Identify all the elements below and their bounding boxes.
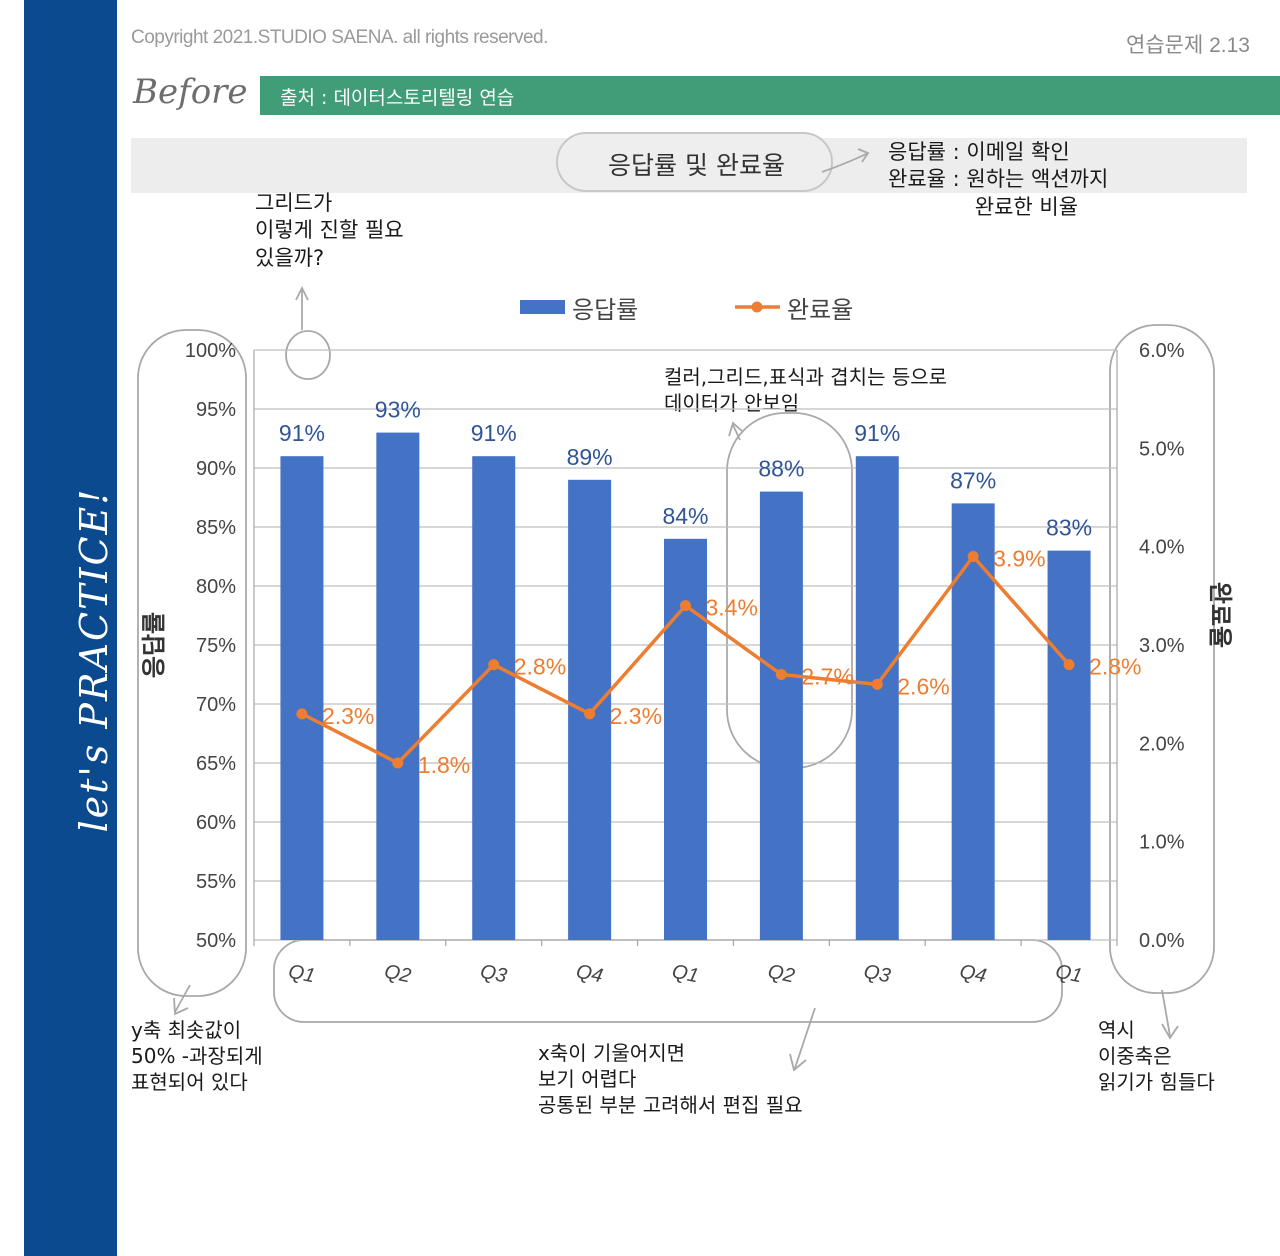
bar-value-label: 89% — [567, 444, 613, 470]
x-tick-labels: Q1 Q2 Q3 Q4 Q1 Q2 Q3 Q4 Q1 — [286, 960, 1084, 987]
line-data-labels: 2.3% 1.8% 2.8% 2.3% 3.4% 2.7% 2.6% 3.9% 2.8% — [322, 546, 1142, 779]
annotation-xaxis: x축이 기울어지면 보기 어렵다 공통된 부분 고려해서 편집 필요 — [538, 1041, 803, 1117]
y-tick-label-left: 100% — [185, 340, 236, 362]
legend-bar-swatch — [520, 300, 565, 314]
bar — [472, 456, 516, 940]
y-tick-label-right: 3.0% — [1139, 635, 1185, 657]
line-series — [296, 551, 1075, 769]
line-value-label: 2.6% — [897, 673, 949, 699]
y-tick-label-left: 90% — [196, 458, 236, 480]
line-point — [584, 708, 596, 720]
line-point — [775, 669, 787, 680]
line-point — [1063, 659, 1075, 671]
line-point — [680, 600, 691, 612]
x-tick-label: Q4 — [574, 960, 605, 987]
line-value-label: 3.4% — [706, 595, 758, 621]
y-tick-label-right: 4.0% — [1139, 537, 1185, 559]
left-axis-arrow — [173, 984, 191, 1016]
bar-value-label: 91% — [471, 420, 517, 446]
bar — [1047, 550, 1091, 940]
bar — [376, 432, 420, 940]
bar-value-label: 88% — [758, 456, 804, 482]
line-point — [488, 659, 500, 671]
y-tick-label-left: 50% — [196, 930, 236, 952]
x-tick-label: Q2 — [382, 960, 413, 987]
chart-title: 응답률 및 완료율 — [608, 151, 785, 180]
bar-value-label: 83% — [1046, 515, 1092, 541]
line-value-label: 2.3% — [610, 703, 662, 729]
y-tick-label-right: 6.0% — [1139, 340, 1185, 362]
x-axis-arrow — [789, 1007, 816, 1072]
line-value-label: 1.8% — [418, 752, 470, 778]
bar-value-label: 91% — [279, 420, 325, 446]
line-value-label: 2.7% — [801, 664, 853, 690]
legend-line-marker — [751, 301, 763, 313]
sidebar: let's PRACTICE! — [24, 0, 117, 1256]
bar-value-label: 87% — [950, 467, 996, 493]
bar — [664, 538, 707, 940]
x-tick-label: Q1 — [286, 960, 317, 987]
legend: 응답률 완료율 — [520, 297, 853, 324]
grid-arrow — [295, 285, 309, 330]
exercise-number: 연습문제 2.13 — [1126, 34, 1250, 57]
chart-title-arrow — [821, 148, 870, 173]
legend-line-label: 완료율 — [787, 297, 853, 324]
y-tick-label-left: 70% — [196, 694, 236, 716]
annotation-overlap: 컬러,그리드,표식과 겹치는 등으로 데이터가 안보임 — [664, 365, 948, 415]
line-point — [296, 708, 308, 720]
bar-series — [280, 432, 1091, 940]
x-tick-label: Q4 — [958, 960, 989, 987]
line-value-label: 3.9% — [993, 546, 1045, 572]
right-axis-arrow — [1161, 989, 1179, 1040]
bar — [759, 491, 803, 940]
axis-titles: 응답률 완료율 — [141, 582, 1233, 678]
y-tick-label-right: 1.0% — [1139, 832, 1185, 854]
bar-value-label: 84% — [662, 503, 708, 529]
grid-circle — [285, 330, 331, 380]
y-tick-label-right: 5.0% — [1139, 438, 1185, 460]
line-value-label: 2.3% — [322, 703, 374, 729]
axis-ticks: 50% 55% 60% 65% 70% 75% 80% 85% 90% 95% 100% 0.0% 1.… — [185, 340, 1185, 952]
y-axis-title-right: 완료율 — [1206, 582, 1233, 648]
bar — [280, 456, 324, 940]
y-tick-label-left: 85% — [196, 517, 236, 539]
bar-data-labels: 91% 93% 91% 89% 84% 88% 91% 87% 83% — [279, 397, 1092, 541]
y-axis-title-left: 응답률 — [141, 612, 168, 678]
bar — [951, 503, 995, 940]
line-value-label: 2.8% — [1089, 654, 1141, 680]
annotation-dual-axis: 역시 이중축은 읽기가 힘들다 — [1098, 1018, 1215, 1094]
x-tick-label: Q1 — [1054, 960, 1085, 987]
y-tick-label-right: 0.0% — [1139, 930, 1185, 952]
x-tick-label: Q3 — [478, 960, 509, 987]
annotation-definitions: 응답률 : 이메일 확인 완료율 : 원하는 액션까지 완료한 비율 — [888, 140, 1109, 219]
y-tick-label-right: 2.0% — [1139, 733, 1185, 755]
y-tick-label-left: 75% — [196, 635, 236, 657]
chart-title-pill: 응답률 및 완료율 — [556, 132, 833, 192]
overlap-arrow — [728, 421, 744, 441]
y-tick-label-left: 60% — [196, 812, 236, 834]
bar-value-label: 91% — [854, 420, 900, 446]
bar — [855, 456, 899, 940]
line-value-label: 2.8% — [514, 654, 566, 680]
before-label: Before — [133, 72, 248, 112]
x-tick-label: Q1 — [670, 960, 701, 987]
y-tick-label-left: 95% — [196, 399, 236, 421]
x-tick-label: Q2 — [766, 960, 797, 987]
x-tick-label: Q3 — [862, 960, 893, 987]
y-tick-label-left: 65% — [196, 753, 236, 775]
annotation-grid: 그리드가 이렇게 진할 필요 있을까? — [255, 191, 404, 270]
y-tick-label-left: 80% — [196, 576, 236, 598]
legend-bar-label: 응답률 — [572, 297, 638, 324]
bar-value-label: 93% — [375, 397, 421, 423]
line-point — [392, 757, 404, 769]
source-text: 출처 : 데이터스토리텔링 연습 — [280, 87, 515, 109]
line-point — [967, 551, 979, 562]
line-point — [871, 678, 883, 690]
y-tick-label-left: 55% — [196, 871, 236, 893]
source-bar: 출처 : 데이터스토리텔링 연습 — [260, 76, 1280, 115]
annotation-yaxis-min: y축 최솟값이 50% -과장되게 표현되어 있다 — [131, 1018, 263, 1094]
left-axis-loop — [137, 329, 247, 997]
copyright-text: Copyright 2021.STUDIO SAENA. all rights … — [131, 27, 548, 48]
